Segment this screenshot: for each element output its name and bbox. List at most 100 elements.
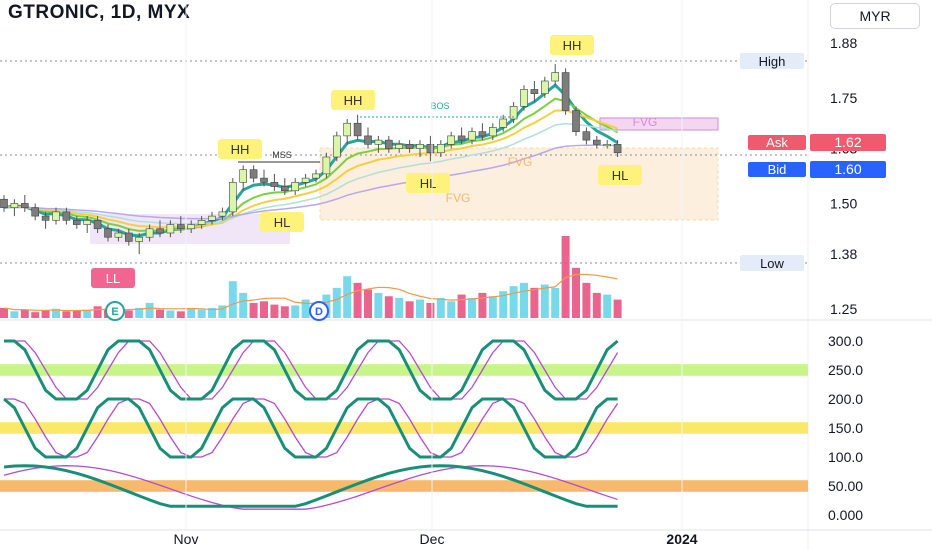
osc-tick-label: 0.000: [828, 507, 863, 523]
candle-body: [73, 220, 81, 225]
volume-bar: [31, 312, 40, 318]
osc-tick-label: 100.0: [828, 449, 863, 465]
volume-bar: [0, 307, 8, 318]
volume-bar: [83, 309, 92, 318]
candle-body: [499, 118, 508, 128]
chart-title: GTRONIC, 1D, MYX: [8, 2, 191, 23]
candle-body: [416, 144, 424, 149]
marker-badge: [740, 53, 804, 69]
candle-body: [322, 156, 331, 175]
osc-tick-label: 50.00: [828, 478, 863, 494]
candle-body: [197, 220, 206, 225]
volume-bar: [582, 282, 591, 318]
candle-body: [270, 182, 279, 187]
candle-body: [468, 131, 476, 141]
osc-signal-line: [3, 465, 618, 510]
candle-body: [301, 177, 310, 183]
candle-body: [551, 72, 560, 82]
candle-body: [384, 139, 393, 149]
volume-bar: [551, 287, 560, 318]
volume-bar: [499, 291, 508, 318]
candle-body: [561, 72, 570, 111]
event-marker: [309, 301, 329, 321]
candle-body: [582, 131, 591, 141]
volume-bar: [405, 301, 414, 318]
volume-bar: [416, 299, 424, 318]
volume-bar: [62, 311, 71, 318]
candle-body: [135, 236, 143, 242]
osc-tick-label: 250.0: [828, 362, 863, 378]
candle-body: [395, 144, 404, 149]
bid-label: Bid: [768, 162, 787, 177]
time-axis-label: 2024: [666, 531, 697, 547]
osc-tick-label: 300.0: [828, 333, 863, 349]
volume-bar: [478, 292, 487, 318]
event-marker: [105, 301, 125, 321]
volume-bar: [166, 310, 175, 318]
volume-bar: [343, 276, 352, 318]
candle-body: [218, 211, 227, 217]
currency-button[interactable]: MYR: [830, 3, 920, 29]
volume-bar: [436, 297, 445, 318]
annotation-label: FVG: [508, 155, 533, 169]
volume-bar: [145, 302, 154, 318]
price-tick-label: 1.38: [830, 246, 857, 262]
candle-body: [405, 144, 414, 149]
price-tick-label: 1.50: [830, 195, 857, 211]
candle-body: [52, 211, 60, 221]
candle-body: [530, 89, 539, 94]
moving-average-line: [3, 144, 618, 220]
osc-main-line: [3, 464, 618, 508]
candle-body: [520, 89, 528, 107]
candle-body: [93, 220, 102, 230]
volume-bar: [447, 301, 456, 318]
candle-body: [156, 228, 164, 234]
candle-body: [364, 135, 372, 145]
structure-label: LL: [106, 271, 120, 286]
candle-body: [457, 135, 466, 141]
volume-bar: [280, 306, 289, 318]
event-marker-label: D: [315, 306, 323, 318]
candle-body: [104, 228, 112, 238]
marker-label: High: [759, 54, 786, 69]
volume-bar: [603, 294, 612, 318]
candle-body: [10, 203, 19, 208]
volume-bar: [540, 284, 549, 318]
candle-body: [312, 173, 320, 179]
candle-body: [0, 198, 8, 208]
candle-body: [509, 106, 518, 120]
volume-bar: [613, 299, 622, 318]
osc-band: [0, 480, 808, 492]
volume-bar: [176, 311, 185, 318]
volume-bar: [93, 306, 102, 318]
candle-body: [41, 215, 50, 221]
osc-tick-label: 200.0: [828, 391, 863, 407]
structure-badge: [260, 212, 304, 232]
structure-badge: [91, 268, 135, 288]
volume-bar: [374, 292, 383, 318]
volume-bar: [239, 292, 248, 318]
ask-label: Ask: [766, 135, 788, 150]
candle-body: [249, 169, 258, 179]
volume-bar: [468, 297, 476, 318]
structure-label: HH: [563, 38, 582, 53]
structure-badge: [550, 35, 594, 55]
candle-body: [125, 232, 133, 242]
osc-main-line: [4, 339, 619, 401]
price-tick-label: 1.75: [830, 90, 857, 106]
ask-label-badge: [748, 135, 806, 150]
candle-body: [592, 139, 601, 145]
structure-label: HL: [612, 168, 629, 183]
volume-bar: [488, 296, 497, 318]
moving-average-line: [3, 122, 618, 225]
annotation-label: FVG: [446, 191, 471, 205]
candle-body: [343, 122, 352, 137]
moving-average-line: [3, 109, 618, 229]
volume-bar: [572, 267, 580, 318]
volume-bar: [52, 308, 60, 318]
ask-value-badge: [810, 134, 886, 151]
candle-body: [187, 224, 195, 230]
candle-body: [83, 220, 91, 225]
volume-bar: [291, 305, 300, 318]
candle-body: [31, 207, 40, 217]
